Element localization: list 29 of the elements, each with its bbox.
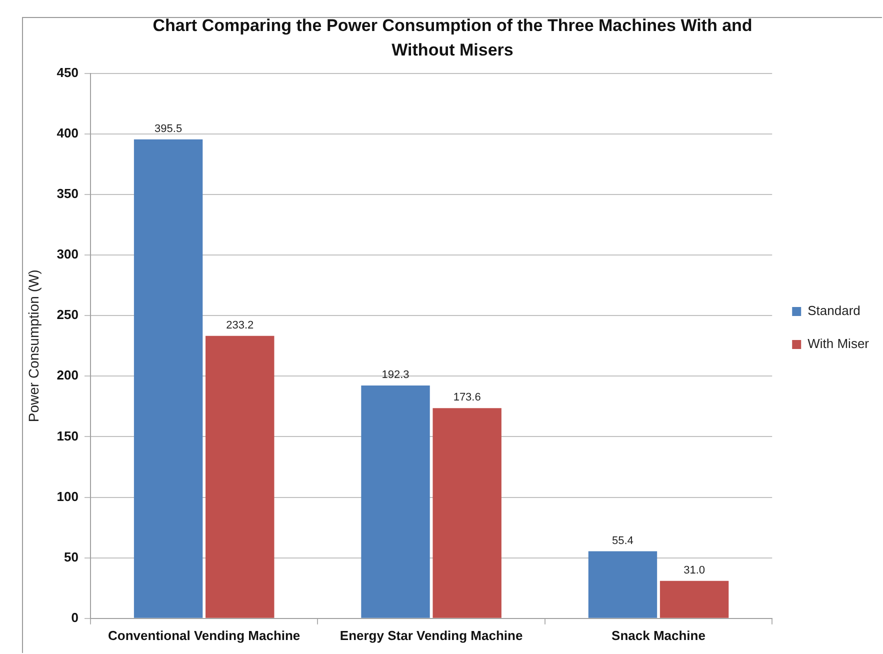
data-label: 55.4: [612, 534, 634, 547]
y-tick-label: 200: [56, 368, 78, 383]
bar: [432, 408, 502, 618]
data-label: 233.2: [226, 319, 254, 332]
bar: [206, 336, 274, 618]
bar: [361, 385, 430, 618]
data-label: 395.5: [154, 122, 182, 135]
x-tick-label: Conventional Vending Machine: [108, 628, 300, 643]
bar: [660, 580, 729, 618]
chart-title: Chart Comparing the Power Consumption of the Three Machines With and Without Misers: [152, 16, 752, 60]
x-tick-label: Snack Machine: [612, 628, 706, 643]
y-tick-label: 0: [71, 610, 78, 625]
x-tick-label: Energy Star Vending Machine: [340, 628, 523, 643]
data-label: 192.3: [382, 368, 410, 381]
y-tick-label: 400: [56, 125, 78, 140]
y-tick-label: 50: [64, 549, 78, 564]
y-tick-label: 100: [56, 488, 78, 504]
y-tick-label: 150: [56, 428, 78, 444]
y-tick-label: 300: [56, 246, 78, 262]
data-label: 31.0: [684, 564, 706, 576]
y-tick-label: 250: [56, 307, 78, 322]
bar: [134, 139, 203, 618]
legend-label: Standard: [808, 303, 860, 318]
y-tick-label: 350: [56, 186, 78, 202]
bar: [588, 551, 658, 618]
legend-label: With Miser: [808, 336, 870, 352]
y-axis-title: Power Consumption (W): [25, 270, 42, 422]
y-tick-label: 450: [56, 64, 78, 80]
data-label: 173.6: [453, 392, 481, 404]
